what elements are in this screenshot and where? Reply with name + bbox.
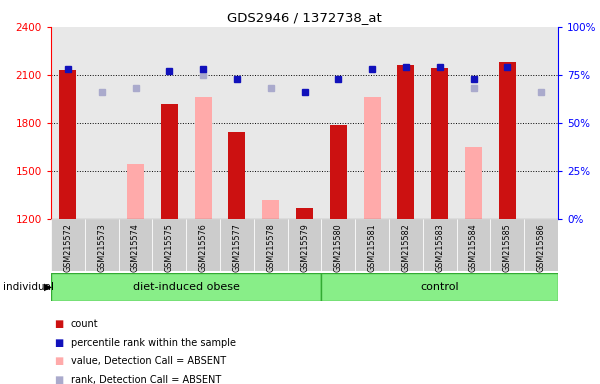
- Text: ■: ■: [54, 375, 63, 384]
- Text: GSM215573: GSM215573: [97, 223, 106, 272]
- Text: ▶: ▶: [44, 282, 52, 292]
- Text: rank, Detection Call = ABSENT: rank, Detection Call = ABSENT: [71, 375, 221, 384]
- Title: GDS2946 / 1372738_at: GDS2946 / 1372738_at: [227, 11, 382, 24]
- Text: GSM215579: GSM215579: [300, 223, 309, 272]
- Text: GSM215586: GSM215586: [536, 223, 545, 271]
- Bar: [423, 219, 457, 271]
- Bar: [85, 219, 119, 271]
- Bar: [397, 65, 415, 219]
- Bar: [51, 273, 322, 301]
- Bar: [119, 219, 152, 271]
- Bar: [296, 209, 313, 219]
- Bar: [254, 219, 287, 271]
- Bar: [287, 219, 322, 271]
- Text: GSM215578: GSM215578: [266, 223, 275, 272]
- Bar: [186, 219, 220, 271]
- Text: ■: ■: [54, 356, 63, 366]
- Bar: [355, 219, 389, 271]
- Bar: [499, 62, 516, 219]
- Bar: [229, 132, 245, 219]
- Text: control: control: [421, 282, 459, 292]
- Text: ■: ■: [54, 319, 63, 329]
- Bar: [322, 273, 558, 301]
- Text: GSM215584: GSM215584: [469, 223, 478, 271]
- Bar: [457, 219, 490, 271]
- Text: GSM215582: GSM215582: [401, 223, 410, 272]
- Bar: [194, 97, 212, 219]
- Bar: [59, 70, 76, 219]
- Text: ■: ■: [54, 338, 63, 348]
- Bar: [220, 219, 254, 271]
- Text: GSM215576: GSM215576: [199, 223, 208, 272]
- Bar: [322, 219, 355, 271]
- Text: percentile rank within the sample: percentile rank within the sample: [71, 338, 236, 348]
- Bar: [152, 219, 186, 271]
- Bar: [364, 97, 380, 219]
- Text: GSM215585: GSM215585: [503, 223, 512, 272]
- Bar: [490, 219, 524, 271]
- Text: count: count: [71, 319, 98, 329]
- Bar: [389, 219, 423, 271]
- Text: GSM215581: GSM215581: [368, 223, 377, 271]
- Text: GSM215572: GSM215572: [64, 223, 73, 272]
- Bar: [127, 164, 144, 219]
- Bar: [524, 219, 558, 271]
- Text: GSM215577: GSM215577: [232, 223, 241, 272]
- Text: GSM215574: GSM215574: [131, 223, 140, 272]
- Bar: [431, 68, 448, 219]
- Bar: [161, 104, 178, 219]
- Text: GSM215583: GSM215583: [435, 223, 444, 271]
- Bar: [51, 219, 85, 271]
- Bar: [465, 147, 482, 219]
- Bar: [262, 200, 279, 219]
- Text: individual: individual: [3, 282, 54, 292]
- Text: GSM215575: GSM215575: [165, 223, 174, 272]
- Text: GSM215580: GSM215580: [334, 223, 343, 271]
- Text: diet-induced obese: diet-induced obese: [133, 282, 239, 292]
- Text: value, Detection Call = ABSENT: value, Detection Call = ABSENT: [71, 356, 226, 366]
- Bar: [330, 125, 347, 219]
